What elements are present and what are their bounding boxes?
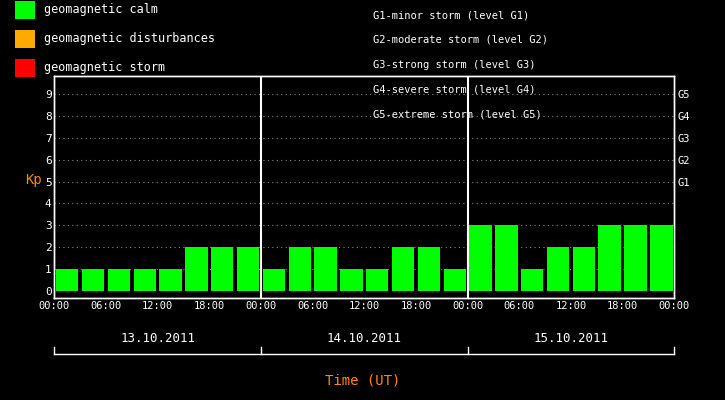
- Bar: [624, 226, 647, 292]
- Bar: [573, 248, 595, 292]
- Text: 14.10.2011: 14.10.2011: [327, 332, 402, 344]
- Y-axis label: Kp: Kp: [25, 173, 42, 187]
- Bar: [650, 226, 673, 292]
- Bar: [315, 248, 336, 292]
- Bar: [469, 226, 492, 292]
- Text: 15.10.2011: 15.10.2011: [534, 332, 608, 344]
- Bar: [262, 270, 285, 292]
- Bar: [237, 248, 260, 292]
- Bar: [108, 270, 130, 292]
- Text: G2-moderate storm (level G2): G2-moderate storm (level G2): [373, 35, 548, 45]
- Text: geomagnetic disturbances: geomagnetic disturbances: [44, 32, 215, 45]
- Bar: [160, 270, 182, 292]
- Bar: [133, 270, 156, 292]
- Bar: [185, 248, 207, 292]
- Bar: [289, 248, 311, 292]
- Bar: [547, 248, 569, 292]
- Bar: [82, 270, 104, 292]
- Text: geomagnetic calm: geomagnetic calm: [44, 4, 157, 16]
- Text: Time (UT): Time (UT): [325, 374, 400, 388]
- Text: 13.10.2011: 13.10.2011: [120, 332, 195, 344]
- Bar: [521, 270, 543, 292]
- Bar: [340, 270, 362, 292]
- Bar: [392, 248, 414, 292]
- Bar: [418, 248, 440, 292]
- Bar: [599, 226, 621, 292]
- Text: G4-severe storm (level G4): G4-severe storm (level G4): [373, 84, 536, 94]
- Bar: [211, 248, 233, 292]
- Bar: [444, 270, 466, 292]
- Bar: [56, 270, 78, 292]
- Bar: [495, 226, 518, 292]
- Bar: [366, 270, 389, 292]
- Text: G5-extreme storm (level G5): G5-extreme storm (level G5): [373, 109, 542, 119]
- Text: G1-minor storm (level G1): G1-minor storm (level G1): [373, 10, 530, 20]
- Text: geomagnetic storm: geomagnetic storm: [44, 61, 165, 74]
- Text: G3-strong storm (level G3): G3-strong storm (level G3): [373, 60, 536, 70]
